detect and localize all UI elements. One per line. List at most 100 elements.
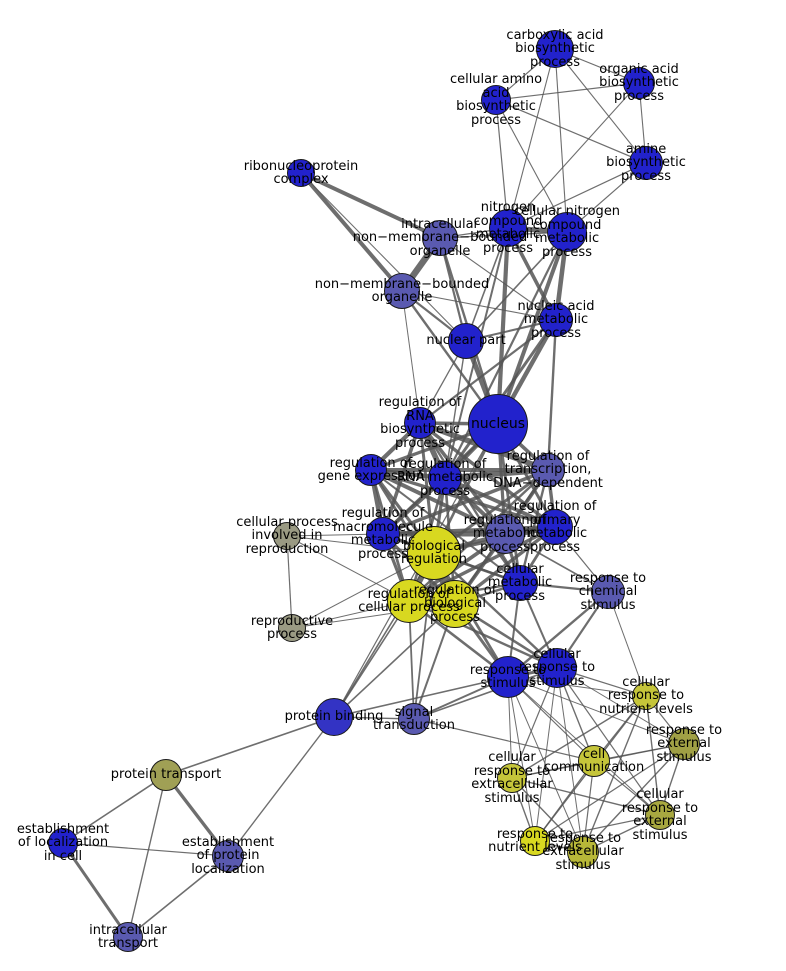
- graph-edge: [582, 743, 685, 853]
- graph-edge: [401, 290, 557, 321]
- graph-edge: [465, 227, 509, 342]
- graph-edge: [495, 99, 568, 233]
- graph-node-signal-transduction[interactable]: [398, 703, 430, 735]
- graph-node-intracellular-transport[interactable]: [113, 922, 143, 952]
- graph-edge: [507, 676, 584, 853]
- graph-edge: [556, 667, 584, 853]
- graph-edge: [507, 676, 685, 745]
- graph-edge: [127, 855, 229, 938]
- graph-edge: [554, 48, 647, 164]
- graph-edge: [333, 676, 509, 718]
- graph-edge: [433, 552, 558, 669]
- graph-edge: [227, 716, 335, 857]
- graph-edge: [382, 524, 556, 537]
- graph-edge: [300, 171, 441, 240]
- graph-node-biological-regulation[interactable]: [407, 526, 461, 580]
- graph-edge: [62, 842, 229, 857]
- graph-edge: [534, 667, 558, 842]
- graph-edge: [333, 600, 410, 718]
- graph-node-protein-binding[interactable]: [315, 698, 353, 736]
- graph-edge: [370, 468, 506, 536]
- graph-edge: [413, 667, 558, 720]
- graph-node-cellular-process-involved-in-reproduction[interactable]: [273, 522, 301, 550]
- graph-node-response-to-stimulus[interactable]: [487, 656, 529, 698]
- graph-node-cellular-response-to-stimulus[interactable]: [537, 648, 577, 688]
- graph-node-nucleic-acid-metabolic-process[interactable]: [539, 303, 573, 337]
- graph-edge: [507, 162, 647, 229]
- graph-node-nuclear-part[interactable]: [448, 323, 484, 359]
- graph-edge: [507, 48, 556, 229]
- graph-edge: [534, 814, 661, 842]
- graph-edge: [645, 695, 661, 816]
- graph-edge: [507, 676, 536, 842]
- graph-edge: [286, 535, 293, 629]
- graph-node-cellular-response-to-nutrient-levels[interactable]: [632, 682, 660, 710]
- graph-node-regulation-of-biological-process[interactable]: [431, 580, 479, 628]
- graph-node-response-to-chemical-stimulus[interactable]: [591, 575, 625, 609]
- graph-node-carboxylic-acid-biosynthetic-process[interactable]: [536, 30, 574, 68]
- graph-edge: [299, 171, 404, 293]
- graph-edge: [61, 842, 130, 938]
- graph-node-regulation-of-gene-expression[interactable]: [355, 454, 387, 486]
- graph-edge: [607, 591, 647, 697]
- graph-edge: [62, 774, 167, 844]
- graph-node-regulation-of-metabolic-process[interactable]: [485, 514, 525, 554]
- graph-node-nitrogen-compound-metabolic-process[interactable]: [489, 209, 527, 247]
- graph-node-nucleus[interactable]: [468, 394, 528, 454]
- graph-node-establishment-of-localization-in-cell[interactable]: [48, 828, 78, 858]
- graph-node-establishment-of-protein-localization[interactable]: [212, 840, 244, 872]
- graph-node-regulation-of-cellular-process[interactable]: [387, 579, 431, 623]
- graph-edge: [511, 777, 661, 816]
- graph-edge: [439, 237, 557, 321]
- graph-node-response-to-extracellular-stimulus[interactable]: [567, 836, 599, 868]
- graph-edge: [507, 591, 609, 678]
- graph-edge: [465, 231, 568, 342]
- graph-edge: [546, 319, 558, 471]
- graph-edge: [495, 99, 647, 164]
- graph-edge: [408, 525, 556, 603]
- graph-edge: [419, 319, 557, 424]
- graph-edge: [444, 340, 467, 479]
- graph-node-cellular-response-to-extracellular-stimulus[interactable]: [497, 763, 527, 793]
- graph-edge: [511, 695, 647, 779]
- graph-edge: [507, 676, 647, 697]
- graph-edge: [370, 469, 521, 584]
- graph-node-protein-transport[interactable]: [150, 759, 182, 791]
- graph-edge: [495, 99, 509, 229]
- graph-edge: [507, 82, 640, 229]
- graph-edge: [582, 695, 647, 853]
- graph-node-intracellular-non-membrane-bounded-organelle[interactable]: [422, 220, 458, 256]
- graph-node-regulation-of-rna-metabolic-process[interactable]: [428, 461, 462, 495]
- graph-edge: [556, 667, 661, 816]
- graph-edge: [496, 231, 569, 425]
- graph-node-cellular-response-to-external-stimulus[interactable]: [645, 800, 675, 830]
- graph-edge: [413, 552, 435, 720]
- graph-node-cellular-metabolic-process[interactable]: [502, 565, 538, 601]
- graph-edge: [300, 172, 467, 342]
- graph-node-organic-acid-biosynthetic-process[interactable]: [623, 67, 655, 99]
- graph-node-regulation-of-primary-metabolic-process[interactable]: [537, 509, 573, 545]
- graph-node-response-to-external-stimulus[interactable]: [668, 728, 700, 760]
- graph-node-response-to-nutrient-levels[interactable]: [520, 826, 550, 856]
- graph-edge: [333, 603, 456, 718]
- graph-edge: [556, 667, 685, 745]
- graph-edge: [495, 82, 640, 101]
- graph-edge: [413, 718, 595, 762]
- graph-node-cellular-amino-acid-biosynthetic-process[interactable]: [481, 85, 511, 115]
- graph-node-ribonucleoprotein-complex[interactable]: [287, 159, 315, 187]
- graph-node-cell-communication[interactable]: [578, 745, 610, 777]
- graph-node-regulation-of-macromolecule-metabolic-process[interactable]: [366, 517, 400, 551]
- graph-node-regulation-of-rna-biosynthetic-process[interactable]: [404, 407, 436, 439]
- graph-node-cellular-nitrogen-compound-metabolic-process[interactable]: [547, 212, 587, 252]
- graph-edge: [165, 716, 335, 776]
- graph-node-amine-biosynthetic-process[interactable]: [629, 146, 663, 180]
- graph-edge: [401, 290, 421, 424]
- graph-node-non-membrane-bounded-organelle[interactable]: [384, 273, 420, 309]
- graph-edge: [370, 468, 556, 529]
- graph-node-reproductive-process[interactable]: [278, 614, 306, 642]
- graph-edge: [495, 227, 511, 425]
- graph-node-regulation-of-transcription-dna-dependent[interactable]: [531, 453, 565, 487]
- graph-edge: [127, 774, 167, 938]
- graph-edge: [534, 743, 685, 842]
